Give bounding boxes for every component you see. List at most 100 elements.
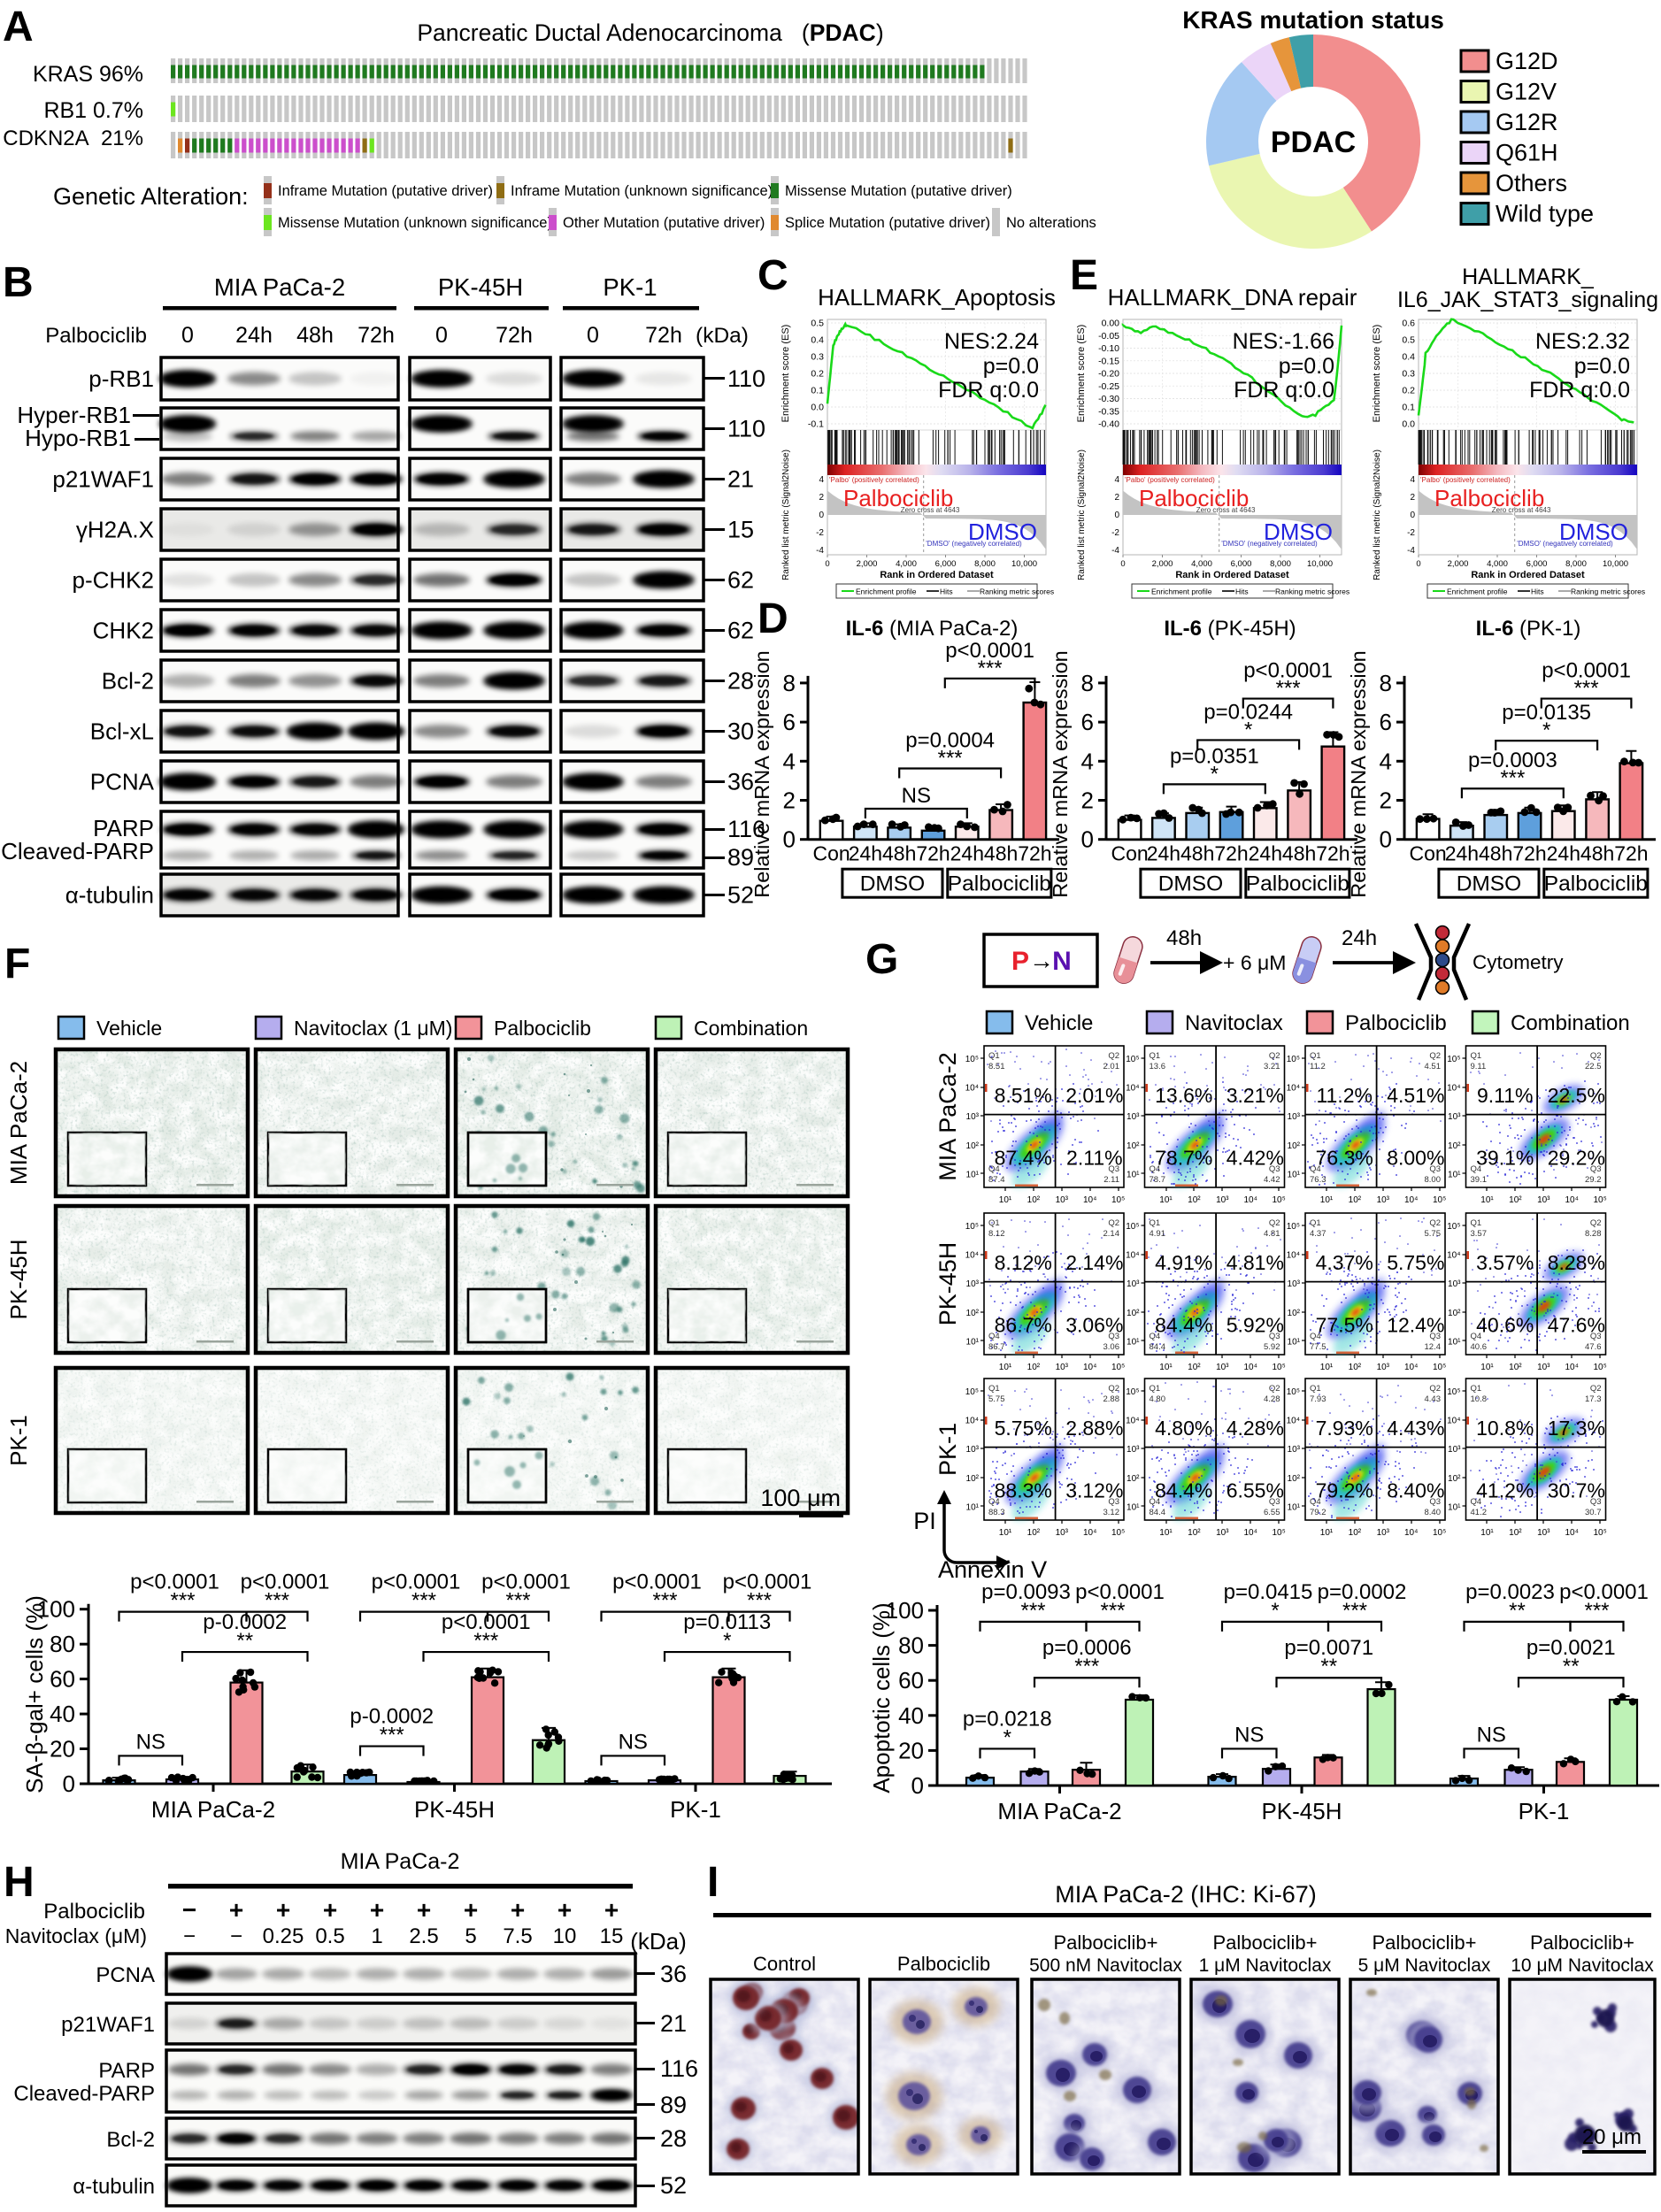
svg-text:10⁴: 10⁴ (1083, 1195, 1096, 1205)
svg-text:10²: 10² (1288, 1309, 1301, 1318)
svg-text:Q1: Q1 (988, 1384, 1000, 1394)
svg-text:Relative mRNA expression: Relative mRNA expression (752, 650, 773, 898)
svg-text:10³: 10³ (1448, 1279, 1461, 1289)
svg-text:Ranking metric scores: Ranking metric scores (1571, 588, 1645, 596)
svg-text:Cleaved-PARP: Cleaved-PARP (13, 2082, 155, 2106)
svg-text:62: 62 (727, 618, 754, 644)
svg-text:MIA PaCa-2: MIA PaCa-2 (214, 273, 345, 301)
svg-text:Con: Con (1409, 842, 1446, 865)
svg-text:Q1: Q1 (1310, 1218, 1321, 1228)
svg-text:Palbociclib+: Palbociclib+ (1053, 1932, 1157, 1954)
svg-text:10³: 10³ (1448, 1112, 1461, 1122)
svg-text:10⁴: 10⁴ (1565, 1363, 1578, 1372)
svg-text:0.5: 0.5 (315, 1924, 344, 1948)
svg-text:PCNA: PCNA (96, 1963, 155, 1987)
svg-text:10²: 10² (1288, 1474, 1301, 1484)
svg-text:*: * (1271, 1599, 1279, 1623)
svg-text:p=0.0351: p=0.0351 (1170, 744, 1259, 768)
svg-text:2: 2 (1380, 787, 1392, 814)
svg-text:p=0.0093: p=0.0093 (981, 1580, 1071, 1604)
svg-text:89: 89 (660, 2092, 687, 2118)
svg-text:Annexin V: Annexin V (938, 1556, 1047, 1583)
svg-text:Q3: Q3 (1590, 1164, 1602, 1174)
svg-text:4: 4 (1114, 475, 1119, 485)
svg-text:p=0.0: p=0.0 (1279, 354, 1334, 379)
svg-text:Navitoclax (1 μM): Navitoclax (1 μM) (294, 1017, 452, 1040)
svg-text:10¹: 10¹ (1159, 1195, 1173, 1205)
svg-text:2.01%: 2.01% (1065, 1084, 1123, 1107)
svg-text:Q1: Q1 (988, 1218, 1000, 1228)
svg-text:Hits: Hits (1235, 588, 1249, 596)
svg-text:10²: 10² (1288, 1141, 1301, 1151)
svg-text:10⁵: 10⁵ (1433, 1528, 1446, 1538)
svg-text:78.7%: 78.7% (1155, 1146, 1212, 1169)
svg-text:'DMSO' (negatively correlated): 'DMSO' (negatively correlated) (1221, 540, 1318, 548)
svg-text:8,000: 8,000 (1565, 559, 1587, 569)
svg-text:Q4: Q4 (988, 1332, 1000, 1341)
svg-text:7.93: 7.93 (1310, 1394, 1326, 1404)
svg-text:2.11: 2.11 (1103, 1175, 1119, 1185)
svg-text:F: F (4, 941, 30, 987)
svg-text:p<0.0001: p<0.0001 (1542, 659, 1631, 683)
svg-text:0: 0 (181, 323, 194, 348)
svg-text:Splice Mutation (putative driv: Splice Mutation (putative driver) (785, 215, 990, 231)
svg-text:10²: 10² (1027, 1195, 1041, 1205)
svg-text:***: *** (411, 1589, 436, 1613)
svg-text:Q2: Q2 (1590, 1218, 1602, 1228)
svg-text:84.4%: 84.4% (1155, 1313, 1212, 1336)
svg-text:Wild type: Wild type (1496, 201, 1594, 227)
svg-text:Ranked list metric (Signal2Noi: Ranked list metric (Signal2Noise) (781, 449, 791, 580)
svg-text:10⁴: 10⁴ (1126, 1251, 1139, 1261)
svg-text:Q2: Q2 (1590, 1051, 1602, 1061)
svg-text:10¹: 10¹ (1320, 1363, 1334, 1372)
svg-text:10¹: 10¹ (1448, 1502, 1461, 1512)
svg-text:Palbociclib+: Palbociclib+ (1372, 1932, 1476, 1954)
svg-text:**: ** (1563, 1655, 1580, 1678)
svg-text:80: 80 (898, 1632, 924, 1659)
svg-text:10³: 10³ (1056, 1363, 1069, 1372)
svg-text:'Palbo' (positively correlated: 'Palbo' (positively correlated) (829, 476, 919, 484)
svg-text:10⁴: 10⁴ (1447, 1417, 1460, 1426)
svg-text:-0.20: -0.20 (1098, 369, 1119, 380)
svg-text:13.6: 13.6 (1150, 1062, 1166, 1071)
svg-text:24h: 24h (1445, 842, 1479, 865)
svg-text:72h: 72h (916, 842, 950, 865)
svg-text:10³: 10³ (1537, 1363, 1550, 1372)
svg-text:10²: 10² (1509, 1528, 1522, 1538)
svg-text:48h: 48h (1479, 842, 1512, 865)
svg-text:10⁴: 10⁴ (1447, 1251, 1460, 1261)
svg-text:p<0.0001: p<0.0001 (130, 1571, 219, 1594)
svg-text:Vehicle: Vehicle (1025, 1011, 1093, 1035)
svg-text:−: − (183, 1924, 196, 1948)
svg-text:48h: 48h (984, 842, 1018, 865)
svg-text:Apoptotic cells (%): Apoptotic cells (%) (868, 1602, 895, 1793)
svg-text:10⁴: 10⁴ (1083, 1528, 1096, 1538)
svg-text:Q3: Q3 (1108, 1164, 1119, 1174)
svg-text:0.3: 0.3 (1402, 369, 1415, 380)
svg-text:10⁵: 10⁵ (965, 1222, 979, 1232)
svg-text:10¹: 10¹ (1288, 1170, 1301, 1179)
svg-text:*: * (723, 1629, 731, 1653)
svg-text:p<0.0001: p<0.0001 (481, 1571, 571, 1594)
svg-text:2.14%: 2.14% (1065, 1251, 1123, 1274)
svg-text:41.2: 41.2 (1471, 1508, 1488, 1517)
svg-text:Navitoclax (μM): Navitoclax (μM) (5, 1924, 147, 1947)
svg-text:Q4: Q4 (1471, 1164, 1482, 1174)
svg-text:12.4: 12.4 (1425, 1342, 1442, 1352)
svg-text:-0.15: -0.15 (1098, 356, 1119, 366)
svg-text:0.2: 0.2 (811, 369, 824, 380)
svg-text:4.43: 4.43 (1425, 1394, 1442, 1404)
svg-text:0.0: 0.0 (1402, 419, 1415, 430)
svg-text:PK-45H: PK-45H (1261, 1798, 1342, 1824)
svg-text:***: *** (938, 746, 963, 770)
svg-text:+: + (511, 1896, 525, 1924)
svg-text:Q3: Q3 (1429, 1332, 1441, 1341)
svg-text:Q2: Q2 (1108, 1051, 1119, 1061)
svg-text:p=0.0415: p=0.0415 (1224, 1580, 1313, 1604)
svg-text:52: 52 (660, 2172, 687, 2199)
svg-text:30: 30 (727, 718, 754, 745)
svg-text:Q3: Q3 (1269, 1497, 1280, 1507)
svg-text:Palbociclib: Palbociclib (897, 1953, 990, 1975)
svg-text:Q61H: Q61H (1496, 140, 1558, 166)
svg-text:Zero cross at 4643: Zero cross at 4643 (1196, 506, 1256, 514)
